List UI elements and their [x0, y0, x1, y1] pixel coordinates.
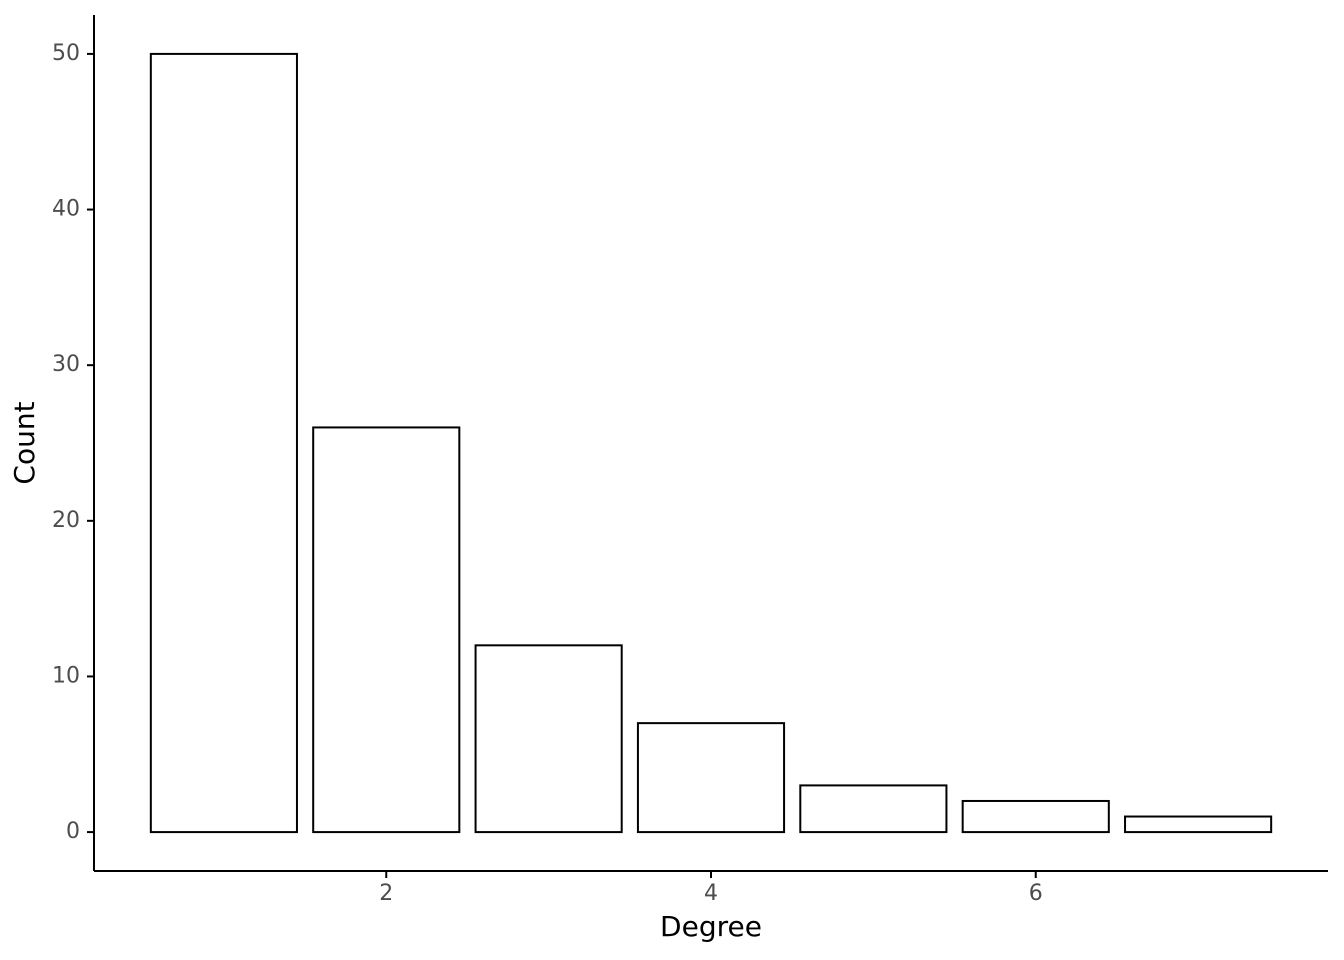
bar [149, 52, 298, 834]
x-axis-title: Degree [660, 910, 762, 943]
bar [961, 799, 1110, 834]
y-tick-label: 40 [52, 197, 80, 222]
y-tick-label: 20 [52, 508, 80, 533]
bar [799, 784, 948, 834]
y-axis-title: Count [8, 401, 41, 484]
x-tick-label: 2 [379, 881, 393, 906]
y-tick-label: 50 [52, 41, 80, 66]
y-tick-label: 30 [52, 352, 80, 377]
y-tick-label: 10 [52, 663, 80, 688]
y-tick-label: 0 [66, 819, 80, 844]
bar [474, 644, 623, 834]
bar [1124, 815, 1273, 834]
x-tick-label: 4 [704, 881, 718, 906]
bar [312, 426, 461, 834]
bar [636, 722, 786, 834]
x-tick-label: 6 [1029, 881, 1043, 906]
